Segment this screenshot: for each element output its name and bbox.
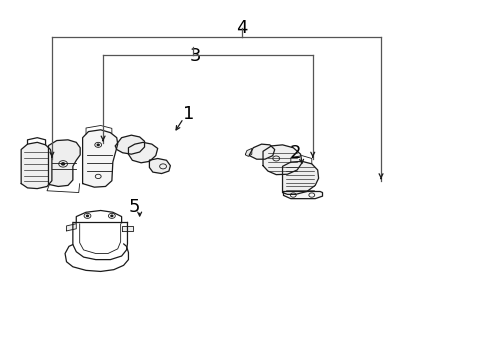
Text: 3: 3 bbox=[190, 47, 201, 65]
Text: 5: 5 bbox=[129, 198, 140, 216]
Polygon shape bbox=[122, 226, 133, 231]
Polygon shape bbox=[249, 144, 274, 159]
Polygon shape bbox=[21, 142, 52, 189]
Polygon shape bbox=[149, 158, 170, 174]
Polygon shape bbox=[283, 192, 322, 199]
Text: 2: 2 bbox=[289, 144, 301, 162]
Polygon shape bbox=[66, 224, 76, 231]
Circle shape bbox=[97, 144, 99, 145]
Text: 4: 4 bbox=[236, 19, 247, 37]
Polygon shape bbox=[263, 145, 302, 175]
Circle shape bbox=[86, 215, 88, 217]
Text: 1: 1 bbox=[183, 105, 194, 123]
Polygon shape bbox=[115, 135, 144, 154]
Polygon shape bbox=[128, 142, 158, 163]
Polygon shape bbox=[245, 148, 251, 156]
Polygon shape bbox=[48, 140, 80, 186]
Circle shape bbox=[111, 215, 113, 217]
Polygon shape bbox=[82, 130, 118, 187]
Circle shape bbox=[61, 163, 64, 165]
Polygon shape bbox=[282, 161, 318, 194]
